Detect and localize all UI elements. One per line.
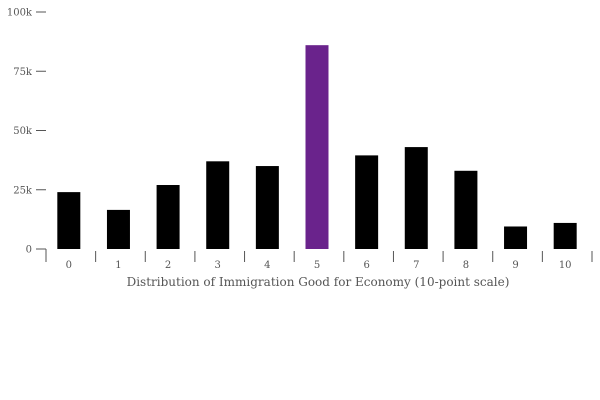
bar: [454, 170, 478, 249]
bar: [156, 185, 180, 249]
y-tick-label: 0: [26, 245, 32, 256]
bars-group: [57, 45, 577, 250]
x-tick-label: 1: [115, 260, 121, 271]
x-tick-label: 4: [264, 260, 270, 271]
bar: [255, 166, 279, 249]
y-tick-label: 75k: [13, 67, 33, 78]
bar: [206, 161, 230, 249]
bar: [504, 226, 528, 249]
x-axis: 0 1 2 3 4 5 6 7 8 9 10: [45, 251, 593, 271]
y-axis: 0 25k 50k 75k 100k: [7, 8, 47, 256]
y-tick-label: 100k: [7, 8, 33, 19]
bar: [553, 222, 577, 249]
bar: [404, 147, 428, 249]
bar: [355, 155, 379, 249]
bar: [106, 209, 130, 249]
bar: [57, 192, 81, 249]
x-tick-label: 2: [165, 260, 171, 271]
x-tick-label: 10: [559, 260, 572, 271]
x-tick-label: 5: [314, 260, 320, 271]
bar-highlighted: [305, 45, 329, 250]
x-axis-title: Distribution of Immigration Good for Eco…: [127, 275, 510, 289]
x-tick-label: 9: [512, 260, 518, 271]
x-tick-label: 8: [463, 260, 469, 271]
x-tick-label: 6: [363, 260, 369, 271]
x-tick-label: 0: [66, 260, 72, 271]
x-tick-label: 7: [413, 260, 419, 271]
y-tick-label: 25k: [13, 185, 33, 196]
x-tick-label: 3: [215, 260, 221, 271]
y-tick-label: 50k: [13, 126, 33, 137]
